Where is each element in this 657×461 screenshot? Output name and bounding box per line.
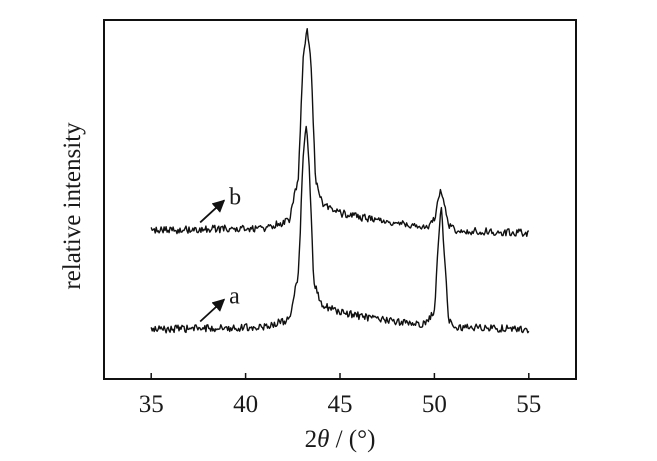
y-axis-title: relative intensity bbox=[59, 122, 86, 290]
annotation-arrow-b bbox=[199, 199, 226, 224]
annotation-layer: ab bbox=[199, 184, 241, 323]
x-tick-label: 35 bbox=[139, 391, 164, 418]
plot-frame bbox=[103, 19, 577, 380]
annotation-arrow-a bbox=[199, 298, 226, 323]
x-axis-title-symbol: θ bbox=[317, 426, 329, 453]
x-tick-label: 45 bbox=[328, 391, 353, 418]
x-axis-title-suffix: / (°) bbox=[329, 426, 375, 453]
x-axis-title-prefix: 2 bbox=[305, 426, 318, 453]
x-tick-label: 40 bbox=[233, 391, 258, 418]
annotation-label-b: b bbox=[229, 184, 241, 210]
series-line-b bbox=[150, 28, 530, 237]
x-tick-label: 50 bbox=[422, 391, 447, 418]
x-axis-title: 2θ / (°) bbox=[305, 426, 376, 453]
series-layer bbox=[150, 28, 530, 334]
x-axis-ticks: 35 40 45 50 55 bbox=[139, 373, 541, 418]
annotation-label-a: a bbox=[229, 283, 240, 309]
series-line-a bbox=[150, 125, 530, 334]
x-tick-label: 55 bbox=[516, 391, 541, 418]
